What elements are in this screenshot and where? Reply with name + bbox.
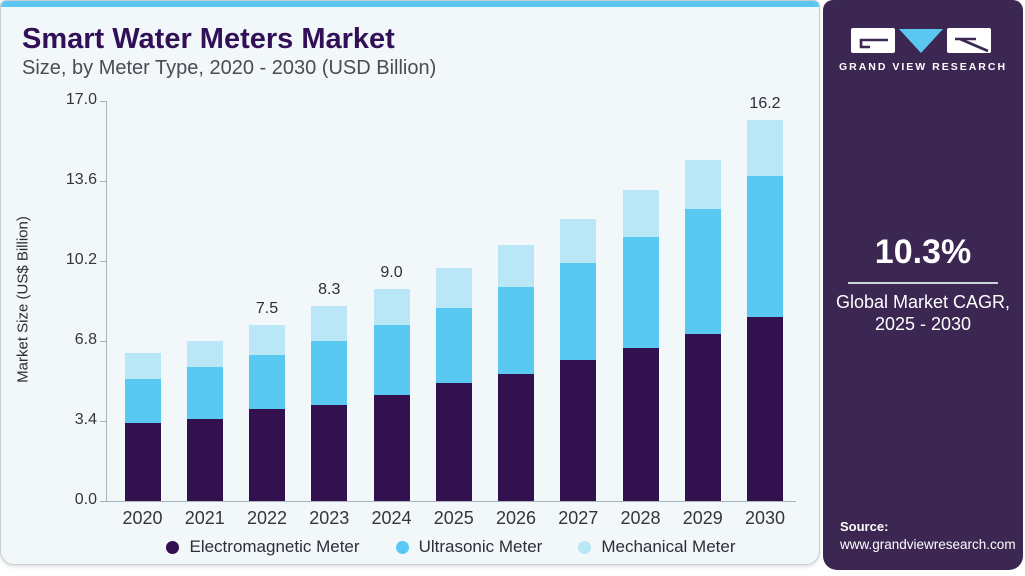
y-tick-label: 10.2: [65, 251, 97, 268]
page-title: Smart Water Meters Market: [22, 23, 395, 55]
x-tick-label: 2030: [744, 508, 786, 528]
bar-total-label: 16.2: [749, 94, 781, 112]
bar-segment-mechanical-meter: [373, 289, 410, 325]
x-tick-label: 2020: [122, 508, 163, 528]
bar-segment-mechanical-meter: [498, 244, 534, 287]
bar-segment-ultrasonic-meter: [622, 237, 659, 349]
cagr-label-line1: Global Market CAGR,: [835, 292, 1011, 312]
bar-segment-ultrasonic-meter: [684, 209, 721, 334]
bar-segment-electromagnetic-meter: [747, 317, 783, 501]
bar-segment-electromagnetic-meter: [249, 409, 285, 501]
bar-segment-mechanical-meter: [249, 324, 285, 356]
cagr-value: 10.3%: [874, 233, 972, 271]
cagr-label-line2: 2025 - 2030: [874, 314, 972, 334]
brand-name: GRAND VIEW RESEARCH: [838, 61, 1008, 73]
y-tick-label: 3.4: [74, 411, 97, 428]
bar-total-label: 9.0: [380, 264, 403, 282]
bar-segment-electromagnetic-meter: [311, 404, 348, 501]
legend-dot-icon: [395, 540, 409, 554]
x-tick-label: 2028: [620, 508, 661, 528]
y-tick-mark: [100, 501, 106, 502]
stacked-bar-chart: Market Size (US$ Billion) 0.0 3.4 6.8 10.2 1…: [1, 1, 821, 566]
y-axis-line: [106, 101, 107, 501]
bar-segment-ultrasonic-meter: [498, 286, 534, 374]
bar-segment-mechanical-meter: [435, 268, 472, 309]
y-tick-label: 0.0: [74, 491, 97, 508]
bar-segment-mechanical-meter: [684, 159, 721, 210]
bar-segment-ultrasonic-meter: [186, 366, 223, 419]
y-tick-mark: [100, 341, 106, 342]
x-axis-line: [106, 501, 796, 502]
y-tick-mark: [100, 261, 106, 262]
legend-item-mechanical-meter: Mechanical Meter: [578, 537, 736, 557]
cagr-divider: [848, 282, 998, 284]
bar-segment-mechanical-meter: [311, 305, 348, 341]
source-url: www.grandviewresearch.com: [840, 537, 1016, 552]
chart-card: Smart Water Meters Market Size, by Meter…: [0, 0, 820, 565]
x-tick-label: 2026: [495, 508, 537, 528]
x-tick-label: 2023: [309, 508, 350, 528]
sidebar-panel: GRAND VIEW RESEARCH 10.3% Global Market …: [823, 0, 1023, 570]
top-accent-bar: [1, 1, 819, 7]
bar-segment-electromagnetic-meter: [498, 373, 534, 501]
legend-item-ultrasonic-meter: Ultrasonic Meter: [395, 537, 543, 557]
y-tick-label: 17.0: [65, 91, 97, 108]
bar-segment-electromagnetic-meter: [622, 348, 659, 501]
bar-segment-electromagnetic-meter: [435, 383, 472, 501]
x-tick-label: 2029: [682, 508, 723, 528]
legend-label: Electromagnetic Meter: [189, 537, 360, 556]
bar-segment-mechanical-meter: [622, 190, 659, 238]
legend-label: Ultrasonic Meter: [418, 537, 543, 556]
y-tick-mark: [100, 101, 106, 102]
bar-segment-ultrasonic-meter: [249, 355, 285, 410]
y-tick-mark: [100, 421, 106, 422]
legend-label: Mechanical Meter: [601, 537, 736, 556]
bar-segment-ultrasonic-meter: [747, 176, 783, 318]
x-tick-label: 2024: [371, 508, 412, 528]
legend-dot-icon: [578, 540, 592, 554]
bar-segment-ultrasonic-meter: [124, 378, 161, 424]
bar-segment-electromagnetic-meter: [186, 418, 223, 501]
y-tick-mark: [100, 181, 106, 182]
bar-segment-mechanical-meter: [124, 352, 161, 379]
y-tick-label: 6.8: [74, 331, 97, 348]
y-tick-label: 13.6: [65, 171, 97, 188]
y-axis-title: Market Size (US$ Billion): [14, 216, 32, 383]
x-tick-label: 2025: [433, 508, 474, 528]
bar-segment-ultrasonic-meter: [435, 308, 472, 384]
legend-item-electromagnetic-meter: Electromagnetic Meter: [166, 537, 360, 557]
bar-segment-electromagnetic-meter: [124, 423, 161, 501]
bar-segment-mechanical-meter: [186, 341, 223, 367]
gvr-logo-icon: [851, 28, 991, 53]
bar-total-label: 8.3: [318, 280, 341, 298]
bar-segment-electromagnetic-meter: [560, 359, 597, 501]
bar-segment-mechanical-meter: [560, 218, 597, 264]
bar-segment-mechanical-meter: [747, 119, 783, 177]
bar-segment-ultrasonic-meter: [373, 324, 410, 396]
bar-total-label: 7.5: [255, 299, 279, 317]
source-label: Source:: [840, 519, 889, 534]
x-tick-label: 2021: [184, 508, 225, 528]
page-subtitle: Size, by Meter Type, 2020 - 2030 (USD Bi…: [22, 57, 437, 79]
bar-segment-ultrasonic-meter: [311, 341, 348, 405]
bar-segment-electromagnetic-meter: [373, 395, 410, 501]
legend-dot-icon: [166, 540, 180, 554]
x-tick-label: 2022: [246, 508, 288, 528]
bar-segment-ultrasonic-meter: [560, 263, 597, 360]
chart-legend: Electromagnetic Meter Ultrasonic Meter Mec…: [106, 537, 796, 557]
bar-segment-electromagnetic-meter: [684, 333, 721, 501]
x-tick-label: 2027: [558, 508, 599, 528]
